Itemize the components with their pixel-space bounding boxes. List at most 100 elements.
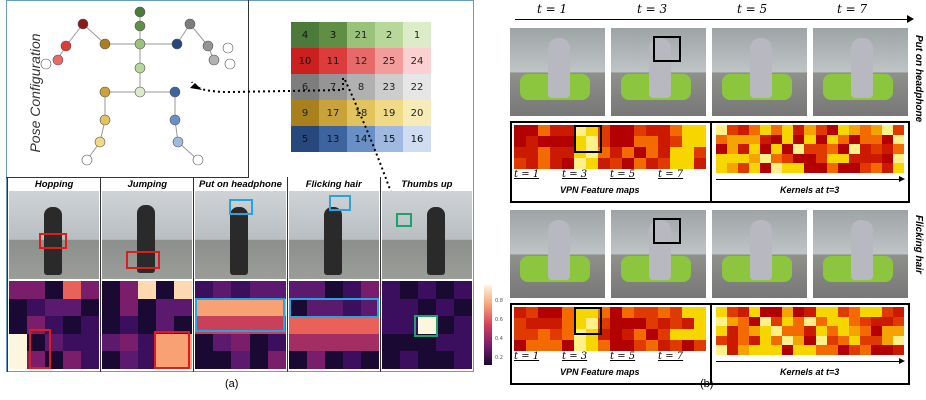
feature-cell [586,125,598,136]
kernel-cell [771,144,783,154]
kernel-cell [859,335,871,346]
feature-cell [622,136,634,147]
colorbar-tick: 0.4 [495,336,503,342]
heatmap-cell [195,333,214,352]
kernels-label: Kernels at t=3 [780,367,840,377]
kernel-cell [782,335,794,346]
kernel-cell [892,326,904,336]
feature-cell [670,318,682,329]
kernel-cell [837,163,849,173]
feature-cell [682,307,694,318]
feature-cell [538,307,550,318]
kernel-map [716,307,904,355]
kernel-cell [771,134,783,145]
kernel-cell [870,345,882,355]
heatmap-cell [102,316,121,334]
kernel-cell [782,316,794,327]
feature-cell [526,329,538,340]
action-heatmap [381,281,472,369]
kernel-cell [815,316,827,327]
kernel-cell [826,163,838,173]
grid-cell: 17 [319,100,347,126]
heatmap-cell [267,281,286,299]
kernel-cell [793,326,805,336]
kernel-cell [881,125,893,135]
group-put-on-headphone: t = 1 t = 3 t = 5 t = 7 VPN Feature maps Kern… [510,28,914,208]
time-label: t = 7 [837,2,868,16]
kernel-cell [760,153,772,164]
feature-cell [538,147,550,158]
heatmap-cell [81,316,100,334]
kernel-cell [837,326,849,336]
heatmap-cell [138,333,157,352]
feature-cell [550,340,562,351]
feature-cell [610,125,622,136]
side-label-bottom: Flicking hair [913,215,924,274]
heatmap-cell [27,298,46,317]
divider [710,303,712,385]
person-figure [548,38,570,98]
feature-cell [574,125,586,136]
attention-box [229,199,254,215]
kernel-cell [727,163,739,173]
kernel-arrowhead [899,358,905,364]
kernel-cell [892,307,904,317]
grid-cell: 2 [375,22,403,48]
feature-cell [682,158,694,169]
kernel-cell [749,316,761,327]
person-figure [323,207,342,275]
grid-cell: 25 [375,48,403,74]
kernel-cell [892,125,904,135]
feature-cell [538,318,550,329]
feature-cell [658,318,670,329]
heatmap-cell [435,351,454,369]
heatmap-cell [81,333,100,352]
feature-cell [514,307,526,318]
group-flicking-hair: t = 1 t = 3 t = 5 t = 7 VPN Feature maps Kern… [510,210,914,385]
colorbar-tick: 0.2 [495,355,503,361]
kernel-cell [815,125,827,135]
feature-cell [634,318,646,329]
heatmap-cell [399,316,418,334]
kernel-cell [859,307,871,317]
heatmap-cell [174,298,193,317]
feature-cell [682,318,694,329]
action-column: Put on headphone [193,177,286,372]
kernel-cell [826,134,838,145]
heatmap-cell [45,281,64,299]
feature-cell [586,136,598,147]
action-label: Thumbs up [401,179,453,190]
kernel-cell [760,335,772,346]
feature-cell [550,307,562,318]
heatmap-cell [63,316,82,334]
heatmap-cell [381,316,400,334]
heatmap-cell [249,333,268,352]
kernel-cell [738,307,750,317]
kernel-cell [716,316,728,327]
feature-cell [610,158,622,169]
feature-cell [526,147,538,158]
frame-photo [712,210,807,298]
heatmap-cell [453,351,472,369]
heatmap-cell [9,333,28,352]
kernel-cell [870,134,882,145]
action-heatmap [195,281,286,369]
feature-cell [550,158,562,169]
kernel-cell [826,335,838,346]
feature-cell [550,318,562,329]
heatmap-cell [156,333,175,352]
kernel-cell [848,316,860,327]
joint-grid: 4 3 21 2 1 10 11 12 25 24 6 7 8 23 22 9 17 18 19 20 5 13 14 15 1… [291,22,431,152]
kernel-cell [870,163,882,173]
grid-cell: 5 [291,126,319,152]
kernel-cell [782,125,794,135]
feature-cell [562,136,574,147]
grid-cell: 6 [291,74,319,100]
feature-cell [622,318,634,329]
kernel-cell [782,153,794,164]
action-label: Flicking hair [305,179,362,190]
person-figure [44,207,62,275]
feature-cell [526,318,538,329]
feature-cell [526,125,538,136]
heatmap-cell [417,316,436,334]
